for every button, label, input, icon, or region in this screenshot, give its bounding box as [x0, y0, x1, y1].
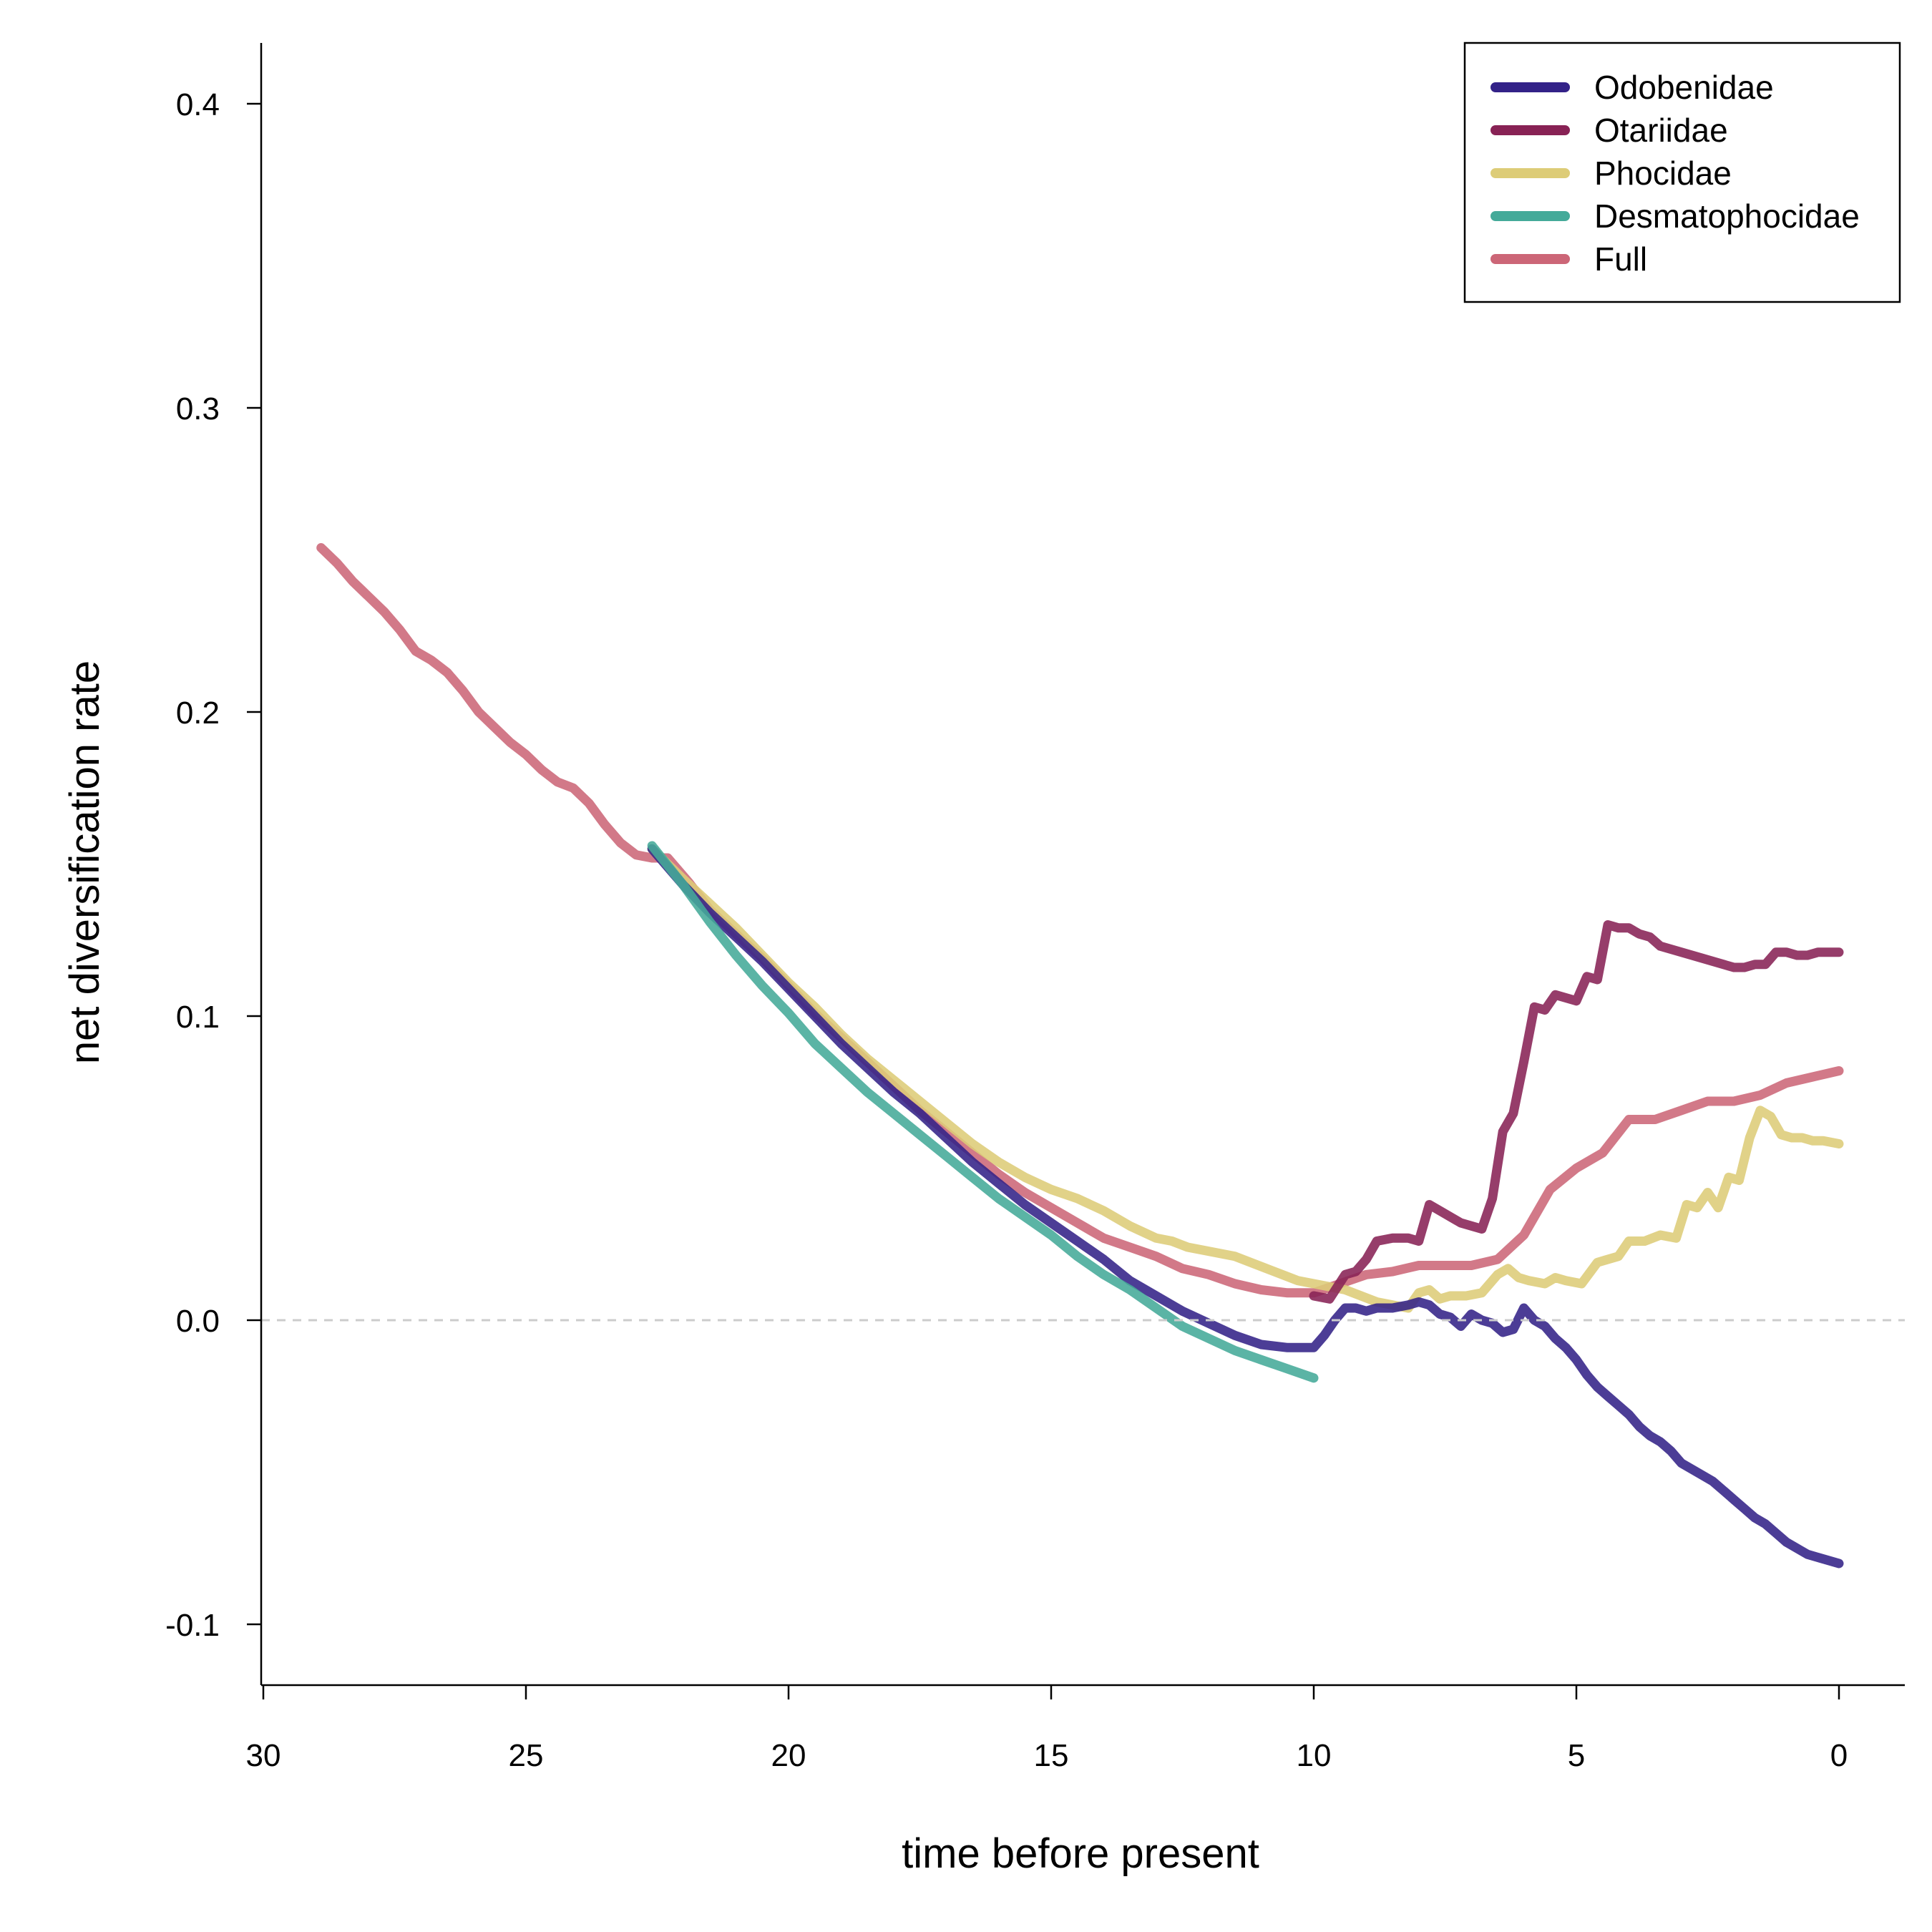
- y-tick-label: 0.2: [176, 696, 220, 731]
- x-tick-label: 25: [509, 1738, 544, 1773]
- legend-label-otariidae: Otariidae: [1594, 112, 1728, 149]
- x-tick-label: 0: [1830, 1738, 1848, 1773]
- y-axis-title: net diversification rate: [62, 660, 108, 1064]
- legend-label-desmatophocidae: Desmatophocidae: [1594, 197, 1860, 235]
- legend: Odobenidae Otariidae Phocidae Desmatophocid…: [1463, 42, 1901, 303]
- y-tick-label: -0.1: [165, 1608, 220, 1643]
- plot-lines: [316, 543, 1844, 1568]
- x-axis-ticks: 30 25 20 15 10 5 0: [246, 1685, 1848, 1773]
- legend-label-odobenidae: Odobenidae: [1594, 69, 1774, 106]
- y-tick-label: 0.4: [176, 87, 220, 122]
- series-line-odobenidae: [647, 844, 1844, 1568]
- legend-label-phocidae: Phocidae: [1594, 155, 1732, 192]
- x-tick-label: 5: [1568, 1738, 1585, 1773]
- x-tick-label: 10: [1297, 1738, 1332, 1773]
- series-line-desmatophocidae: [647, 841, 1319, 1383]
- x-tick-label: 20: [771, 1738, 806, 1773]
- y-tick-label: 0.0: [176, 1304, 220, 1339]
- y-axis-ticks: -0.1 0.0 0.1 0.2 0.3 0.4: [165, 87, 261, 1643]
- x-tick-label: 30: [246, 1738, 281, 1773]
- legend-label-full: Full: [1594, 240, 1647, 278]
- series-line-full: [316, 543, 1844, 1298]
- y-tick-label: 0.1: [176, 1000, 220, 1035]
- series-line-otariidae: [1309, 920, 1844, 1304]
- y-tick-label: 0.3: [176, 391, 220, 426]
- x-tick-label: 15: [1034, 1738, 1069, 1773]
- x-axis-title: time before present: [902, 1830, 1259, 1877]
- series-line-phocidae: [647, 844, 1844, 1313]
